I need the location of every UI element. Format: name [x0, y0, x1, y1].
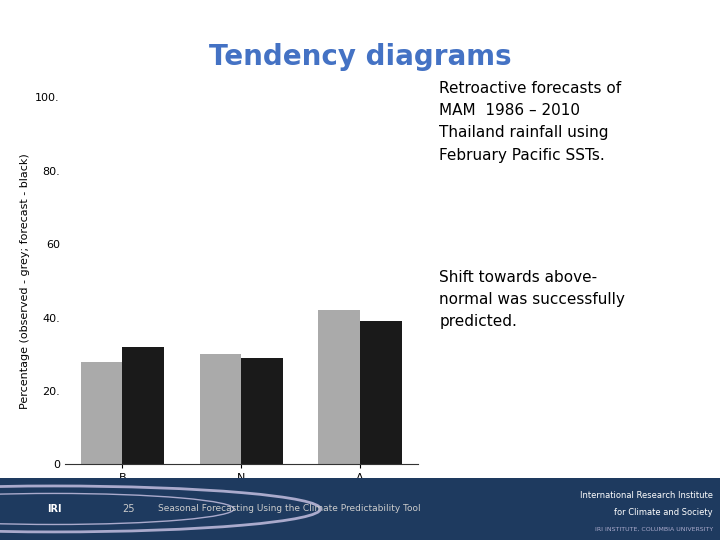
Bar — [360, 321, 402, 464]
Text: International Research Institute: International Research Institute — [580, 491, 713, 500]
Text: Shift towards above-
normal was successfully
predicted.: Shift towards above- normal was successf… — [439, 270, 625, 329]
Text: 25: 25 — [122, 504, 135, 514]
Y-axis label: Percentage (observed - grey; forecast - black): Percentage (observed - grey; forecast - … — [19, 153, 30, 409]
Text: for Climate and Society: for Climate and Society — [614, 508, 713, 517]
Text: Retroactive forecasts of
MAM  1986 – 2010
Thailand rainfall using
February Pacif: Retroactive forecasts of MAM 1986 – 2010… — [439, 81, 621, 163]
Bar — [241, 358, 283, 464]
Bar — [81, 362, 122, 464]
Bar — [199, 354, 241, 464]
Text: IRI: IRI — [47, 504, 61, 514]
Text: Seasonal Forecasting Using the Climate Predictability Tool: Seasonal Forecasting Using the Climate P… — [158, 504, 421, 514]
Text: IRI INSTITUTE, COLUMBIA UNIVERSITY: IRI INSTITUTE, COLUMBIA UNIVERSITY — [595, 526, 713, 531]
Bar — [122, 347, 164, 464]
X-axis label: Category: Category — [212, 489, 270, 502]
Text: Tendency diagrams: Tendency diagrams — [209, 43, 511, 71]
Bar — [318, 310, 360, 464]
